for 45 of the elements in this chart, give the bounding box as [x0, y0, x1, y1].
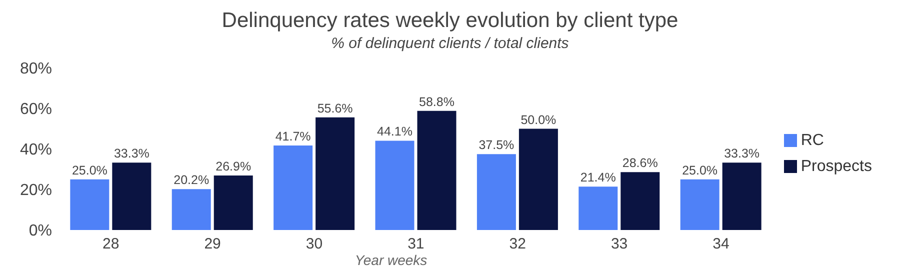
x-tick-label: 33	[610, 236, 628, 253]
x-tick-label: 31	[408, 236, 424, 253]
chart-subtitle: % of delinquent clients / total clients	[330, 34, 570, 54]
data-label: 44.1%	[377, 124, 412, 139]
x-tick-label: 29	[204, 236, 221, 253]
bar	[578, 186, 618, 230]
bar	[518, 128, 558, 230]
x-tick-label: 28	[102, 236, 120, 253]
bar	[274, 146, 313, 230]
y-tick-label: 20%	[20, 182, 52, 200]
data-label: 20.2%	[174, 173, 210, 188]
legend-label: Prospects	[800, 158, 872, 175]
data-label: 58.8%	[419, 94, 454, 109]
data-label: 25.0%	[682, 163, 718, 178]
legend-label: RC	[800, 132, 824, 149]
x-tick-label: 30	[306, 236, 323, 253]
bar	[722, 162, 762, 230]
data-label: 37.5%	[478, 138, 514, 152]
bar	[172, 189, 211, 230]
x-tick-label: 34	[712, 236, 730, 253]
bar	[375, 140, 414, 230]
y-tick-label: 40%	[20, 142, 52, 159]
data-label: 28.6%	[622, 156, 658, 170]
x-tick-label: 32	[509, 236, 526, 253]
data-label: 50.0%	[520, 112, 556, 127]
chart-title: Delinquency rates weekly evolution by client type	[220, 8, 680, 34]
bar	[680, 179, 720, 230]
data-label: 21.4%	[580, 170, 616, 185]
y-tick-label: 60%	[20, 101, 52, 118]
bar	[70, 179, 110, 230]
bar	[417, 110, 456, 230]
y-tick-label: 0%	[28, 222, 52, 240]
data-label: 25.0%	[72, 163, 108, 178]
data-label: 55.6%	[317, 101, 353, 116]
bar	[112, 162, 152, 230]
bar	[316, 117, 355, 230]
bar	[214, 176, 253, 230]
data-label: 33.3%	[724, 146, 760, 161]
bar	[620, 172, 660, 230]
x-axis-title: Year weeks	[354, 252, 428, 268]
y-tick-label: 80%	[20, 60, 52, 78]
data-label: 26.9%	[216, 160, 252, 174]
bar	[476, 154, 516, 230]
data-label: 41.7%	[275, 130, 311, 144]
data-label: 33.3%	[114, 146, 150, 161]
